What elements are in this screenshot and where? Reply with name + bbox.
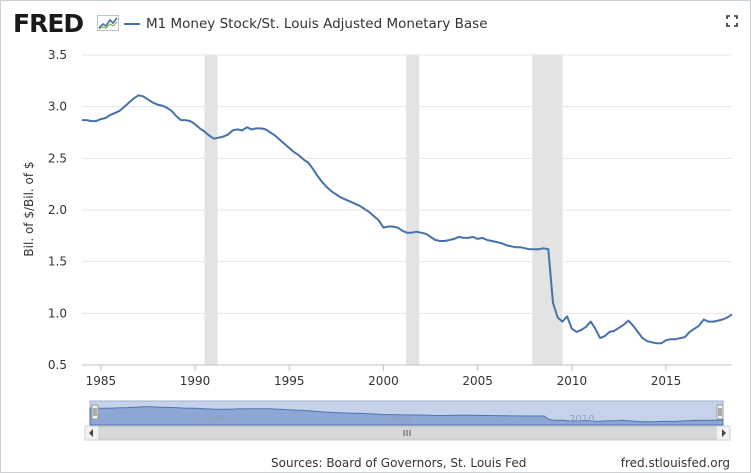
x-tick-label: 2010 <box>557 374 588 388</box>
chevron-left-icon[interactable] <box>89 429 93 437</box>
navigator-year-label: 1990 <box>202 414 227 425</box>
chart-title: M1 Money Stock/St. Louis Adjusted Moneta… <box>146 16 488 32</box>
y-tick-label: 2.5 <box>48 151 67 165</box>
x-tick-label: 2005 <box>462 374 493 388</box>
site-link[interactable]: fred.stlouisfed.org <box>620 456 730 470</box>
y-tick-label: 2.0 <box>48 203 67 217</box>
x-tick-label: 1995 <box>274 374 305 388</box>
y-tick-label: 1.0 <box>48 306 67 320</box>
y-tick-label: 1.5 <box>48 255 67 269</box>
y-tick-label: 3.0 <box>48 100 67 114</box>
legend-swatch <box>124 23 140 25</box>
navigator-year-label: 2010 <box>569 414 594 425</box>
fullscreen-icon[interactable] <box>726 15 738 27</box>
x-axis: 1985 1990 1995 2000 2005 2010 2015 <box>82 364 732 388</box>
y-axis: 0.5 1.0 1.5 2.0 2.5 3.0 3.5 <box>48 48 67 372</box>
navigator-handle-left[interactable] <box>91 404 99 420</box>
navigator-year-label: 2000 <box>386 414 411 425</box>
x-tick-label: 2000 <box>368 374 399 388</box>
y-tick-label: 3.5 <box>48 48 67 62</box>
y-axis-label: Bil. of $/Bil. of $ <box>22 161 36 256</box>
x-tick-label: 1985 <box>86 374 117 388</box>
y-tick-label: 0.5 <box>48 358 67 372</box>
chevron-right-icon[interactable] <box>722 429 726 437</box>
navigator-handle-right[interactable] <box>716 404 724 420</box>
series-group <box>82 94 733 345</box>
sources-text: Sources: Board of Governors, St. Louis F… <box>271 456 527 470</box>
line-chart-icon <box>97 15 119 31</box>
series-legend[interactable]: M1 Money Stock/St. Louis Adjusted Moneta… <box>124 16 488 32</box>
navigator[interactable]: 1990 2000 2010 <box>84 400 731 441</box>
x-tick-label: 2015 <box>651 374 682 388</box>
fred-logo[interactable]: FRED <box>13 9 84 38</box>
navigator-series <box>89 406 724 426</box>
chart-svg: 0.5 1.0 1.5 2.0 2.5 3.0 3.5 1985 1990 1995 2000 20… <box>22 48 733 441</box>
series-line <box>82 94 733 345</box>
x-tick-label: 1990 <box>180 374 211 388</box>
